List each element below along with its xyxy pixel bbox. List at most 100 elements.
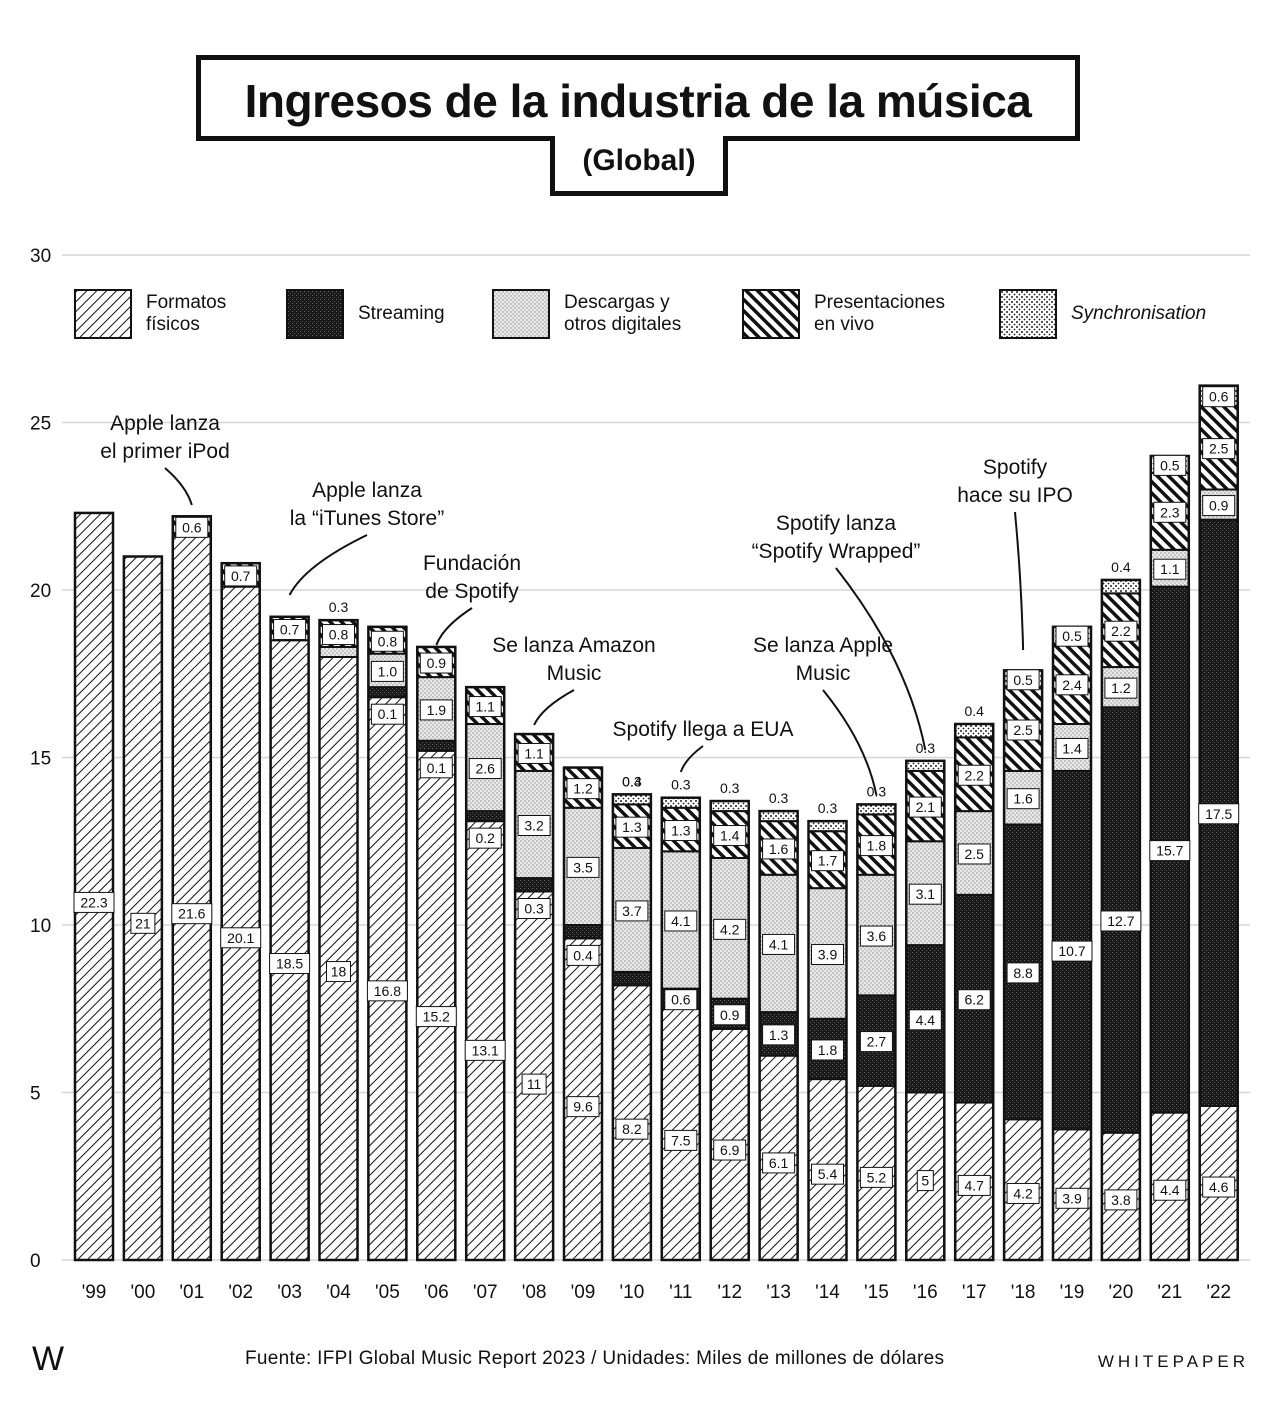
x-tick-label: '05	[375, 1282, 400, 1303]
data-label-vivo: 1.3	[622, 819, 642, 835]
data-label-streaming: 0.1	[378, 706, 398, 722]
data-label-vivo: 1.7	[818, 853, 838, 869]
data-label-sync: 0.4	[964, 703, 984, 719]
bar-segment-sync	[905, 759, 946, 772]
annotation-line	[533, 689, 575, 726]
x-tick-label: '17	[962, 1282, 987, 1303]
data-label-fisicos: 11	[527, 1076, 542, 1092]
data-label-fisicos: 6.1	[769, 1155, 789, 1171]
data-label-descargas: 1.4	[1062, 740, 1082, 756]
data-label-box	[175, 516, 209, 538]
bar-outline	[220, 561, 261, 1262]
data-label-box	[1153, 558, 1187, 580]
x-tick-label: '16	[913, 1282, 938, 1303]
data-label-box	[220, 927, 262, 949]
data-label-streaming: 6.2	[964, 992, 984, 1008]
data-label-fisicos: 8.2	[622, 1121, 642, 1137]
y-tick-label: 25	[30, 414, 51, 435]
bar-outline	[905, 759, 946, 1262]
data-label-box	[615, 1118, 649, 1140]
data-label-box	[664, 1129, 698, 1151]
data-label-fisicos: 9.6	[573, 1099, 593, 1115]
data-label-box	[566, 856, 600, 878]
data-label-descargas: 3.5	[573, 859, 593, 875]
data-label-fisicos: 15.2	[423, 1009, 450, 1025]
x-tick-label: '08	[522, 1282, 547, 1303]
data-label-vivo: 2.2	[1111, 623, 1131, 639]
data-label-vivo: 0.8	[329, 627, 349, 643]
annotation-line	[1014, 511, 1025, 651]
data-label-fisicos: 7.5	[671, 1132, 691, 1148]
x-tick-label: '19	[1060, 1282, 1085, 1303]
data-label-box	[762, 1024, 796, 1046]
data-label-fisicos: 5	[921, 1173, 929, 1189]
data-label-box	[130, 912, 156, 934]
data-label-fisicos: 4.4	[1160, 1182, 1180, 1198]
data-label-sync: 0.3	[720, 780, 740, 796]
data-label-box	[566, 944, 600, 966]
legend-label-streaming: Streaming	[358, 303, 445, 324]
footer-brand: WHITEPAPER	[1097, 1352, 1249, 1371]
annotation-line	[435, 607, 473, 646]
bar-outline	[73, 511, 115, 1262]
y-tick-label: 10	[30, 916, 51, 937]
data-label-box	[811, 943, 844, 965]
data-label-box	[1153, 1179, 1187, 1201]
footer-source: Fuente: IFPI Global Music Report 2023 / …	[245, 1348, 945, 1369]
legend-item-streaming: Streaming	[286, 287, 445, 341]
data-label-fisicos: 3.8	[1111, 1192, 1131, 1208]
data-label-box	[762, 838, 796, 860]
data-label-streaming: 4.4	[916, 1012, 936, 1028]
data-label-box	[517, 898, 551, 919]
annotation-line	[288, 534, 368, 596]
bar-segment-sync	[758, 810, 799, 823]
legend-label-descargas: Descargas y otros digitales	[564, 292, 682, 335]
data-label-box	[1198, 803, 1240, 825]
data-label-streaming: 0.1	[427, 760, 447, 776]
x-tick-label: '02	[228, 1282, 253, 1303]
x-tick-label: '12	[717, 1282, 742, 1303]
data-label-box	[566, 778, 600, 800]
data-label-box	[1202, 1176, 1236, 1198]
data-label-fisicos: 22.3	[80, 894, 107, 910]
x-tick-label: '14	[815, 1282, 840, 1303]
legend: Formatos físicos Streaming Descargas y otr…	[74, 287, 1234, 341]
bar-outline	[953, 722, 995, 1262]
bar-outline	[709, 799, 750, 1262]
legend-item-sync: Synchronisation	[999, 287, 1206, 341]
legend-swatch-fisicos	[74, 289, 132, 339]
x-tick-label: '07	[473, 1282, 498, 1303]
data-label-box	[73, 891, 115, 913]
annotation-lines	[164, 467, 1025, 796]
data-label-box	[908, 796, 942, 818]
bar-segment-sync	[611, 793, 652, 806]
bar-segment-fisicos	[171, 535, 212, 1261]
y-tick-label: 5	[30, 1084, 41, 1105]
data-label-fisicos: 4.2	[1013, 1185, 1033, 1201]
legend-item-vivo: Presentaciones en vivo	[742, 287, 945, 341]
annotation-line	[679, 745, 704, 773]
x-tick-label: '00	[131, 1282, 156, 1303]
data-label-fisicos: 5.4	[818, 1166, 838, 1182]
data-label-streaming: 15.7	[1156, 843, 1183, 859]
annotation-text: Spotify lanza “Spotify Wrapped”	[751, 512, 921, 563]
data-label-streaming: 1.3	[769, 1027, 789, 1043]
annotation-text: Se lanza Apple Music	[752, 634, 894, 685]
bar-segment-fisicos	[122, 555, 163, 1261]
data-label-box	[1006, 962, 1040, 984]
data-label-descargas: 3.9	[818, 946, 838, 962]
bar-segment-sync	[807, 820, 848, 833]
data-label-descargas: 4.1	[671, 913, 691, 929]
bar-segment-sync	[660, 796, 701, 809]
data-label-box	[713, 1004, 747, 1026]
bar-segment-streaming	[514, 877, 555, 893]
legend-swatch-descargas	[492, 289, 550, 339]
legend-label-sync: Synchronisation	[1071, 303, 1207, 324]
data-label-descargas: 0.9	[1209, 498, 1229, 514]
data-label-box	[1006, 719, 1040, 741]
data-label-vivo: 2.5	[1209, 441, 1229, 457]
x-tick-label: '10	[620, 1282, 645, 1303]
data-label-box	[370, 630, 404, 652]
data-label-vivo: 1.8	[867, 838, 887, 854]
